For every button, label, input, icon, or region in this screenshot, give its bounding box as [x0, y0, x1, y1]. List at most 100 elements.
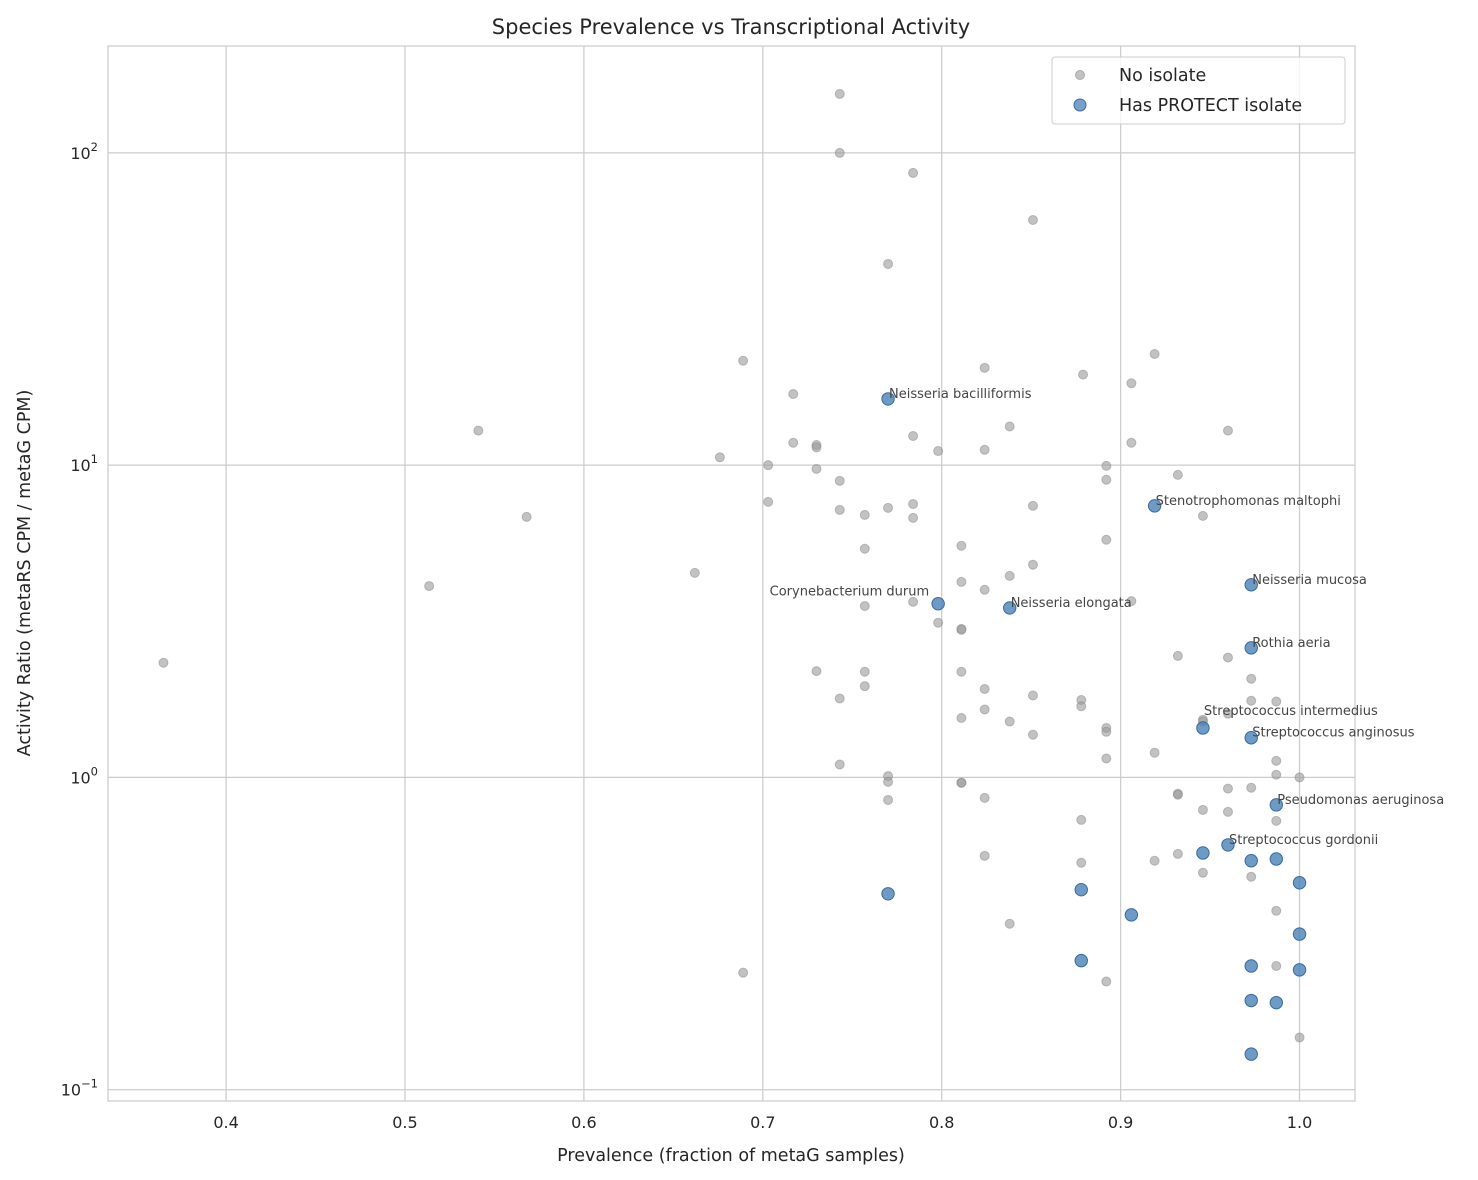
y-tick-base: 10 [70, 456, 90, 475]
point-no-isolate [834, 88, 845, 99]
point-has-isolate [1292, 927, 1307, 941]
plot-frame [107, 45, 1356, 1102]
point-no-isolate [956, 576, 967, 587]
point-no-isolate [1101, 474, 1112, 485]
point-has-isolate [1244, 1047, 1258, 1061]
point-no-isolate [1149, 349, 1160, 360]
point-no-isolate [473, 425, 484, 436]
point-no-isolate [908, 512, 919, 523]
point-annotation: Corynebacterium durum [770, 585, 930, 600]
point-no-isolate [883, 502, 894, 513]
point-has-isolate [1221, 838, 1235, 852]
point-no-isolate [811, 442, 822, 453]
point-no-isolate [1222, 708, 1233, 719]
y-tick-base: 10 [61, 1081, 81, 1100]
point-no-isolate [1101, 753, 1112, 764]
point-no-isolate [1027, 729, 1038, 740]
point-no-isolate [738, 355, 749, 366]
point-no-isolate [1172, 789, 1183, 800]
point-has-isolate [1269, 995, 1283, 1010]
point-no-isolate [1004, 421, 1015, 432]
point-no-isolate [1126, 437, 1137, 448]
x-tick-label: 0.9 [1108, 1113, 1133, 1132]
y-tick-label: 102 [70, 140, 98, 163]
point-annotation: Neisseria bacilliformis [889, 387, 1032, 402]
point-annotation: Stenotrophomonas maltophi [1156, 494, 1341, 509]
x-tick-label: 0.5 [392, 1113, 417, 1132]
x-axis-ticks: 0.4 0.5 0.6 0.7 0.8 0.9 1.0 [213, 1113, 1312, 1132]
y-tick-exponent: 1 [91, 452, 98, 466]
legend-marker-has-isolate [1073, 98, 1087, 112]
x-tick-label: 0.7 [750, 1113, 775, 1132]
point-no-isolate [1027, 500, 1038, 511]
point-no-isolate [859, 666, 870, 677]
point-no-isolate [979, 792, 990, 803]
point-no-isolate [1271, 696, 1282, 707]
point-no-isolate [1222, 783, 1233, 794]
point-no-isolate [158, 657, 169, 668]
point-no-isolate [834, 759, 845, 770]
grid [108, 46, 1355, 1101]
legend: No isolate Has PROTECT isolate [1051, 56, 1346, 125]
point-no-isolate [834, 693, 845, 704]
y-tick-label: 101 [70, 452, 98, 475]
chart-title: Species Prevalence vs Transcriptional Ac… [492, 15, 970, 39]
point-has-isolate [1196, 846, 1210, 860]
x-tick-label: 0.4 [213, 1113, 238, 1132]
point-annotation: Neisseria mucosa [1252, 573, 1367, 588]
y-tick-exponent: 2 [91, 140, 98, 154]
point-no-isolate [908, 499, 919, 510]
point-has-isolate [1074, 882, 1088, 897]
point-no-isolate [1246, 673, 1257, 684]
point-has-isolate [881, 887, 895, 901]
point-no-isolate [979, 584, 990, 595]
point-no-isolate [933, 446, 944, 457]
point-has-isolate [1292, 876, 1307, 890]
point-no-isolate [763, 460, 774, 471]
point-has-isolate [1292, 963, 1307, 977]
point-no-isolate [1027, 214, 1038, 225]
y-tick-base: 10 [70, 144, 90, 163]
point-no-isolate [1004, 918, 1015, 929]
point-no-isolate [979, 683, 990, 694]
point-no-isolate [1172, 848, 1183, 859]
point-no-isolate [908, 431, 919, 442]
point-has-isolate [1269, 798, 1283, 812]
point-no-isolate [956, 624, 967, 635]
point-no-isolate [859, 543, 870, 554]
point-no-isolate [1101, 460, 1112, 471]
point-no-isolate [956, 777, 967, 788]
point-no-isolate [979, 362, 990, 373]
point-no-isolate [956, 540, 967, 551]
point-no-isolate [859, 681, 870, 692]
y-axis-label: Activity Ratio (metaRS CPM / metaG CPM) [15, 390, 35, 757]
point-no-isolate [979, 704, 990, 715]
point-no-isolate [1246, 782, 1257, 793]
point-no-isolate [1126, 378, 1137, 389]
point-no-isolate [1126, 596, 1137, 607]
point-no-isolate [738, 967, 749, 978]
y-tick-label: 10−1 [61, 1077, 98, 1100]
point-annotation: Neisseria elongata [1011, 596, 1132, 611]
point-has-isolate [1244, 731, 1258, 745]
point-no-isolate [1078, 369, 1089, 380]
point-no-isolate [1004, 716, 1015, 727]
point-no-isolate [1197, 804, 1208, 815]
point-has-isolate [1074, 953, 1088, 968]
point-no-isolate [834, 504, 845, 515]
point-annotation: Rothia aeria [1252, 636, 1330, 651]
point-no-isolate [788, 437, 799, 448]
point-no-isolate [1149, 855, 1160, 866]
point-has-isolate [881, 392, 895, 406]
point-no-isolate [1271, 905, 1282, 916]
legend-box [1051, 56, 1346, 125]
point-no-isolate [1222, 806, 1233, 817]
x-axis-label: Prevalence (fraction of metaG samples) [557, 1146, 905, 1166]
point-no-isolate [1197, 867, 1208, 878]
point-no-isolate [908, 596, 919, 607]
legend-marker-no-isolate [1075, 70, 1085, 80]
point-no-isolate [1271, 960, 1282, 971]
point-no-isolate [834, 475, 845, 486]
point-has-isolate [1244, 641, 1258, 655]
point-no-isolate [979, 444, 990, 455]
